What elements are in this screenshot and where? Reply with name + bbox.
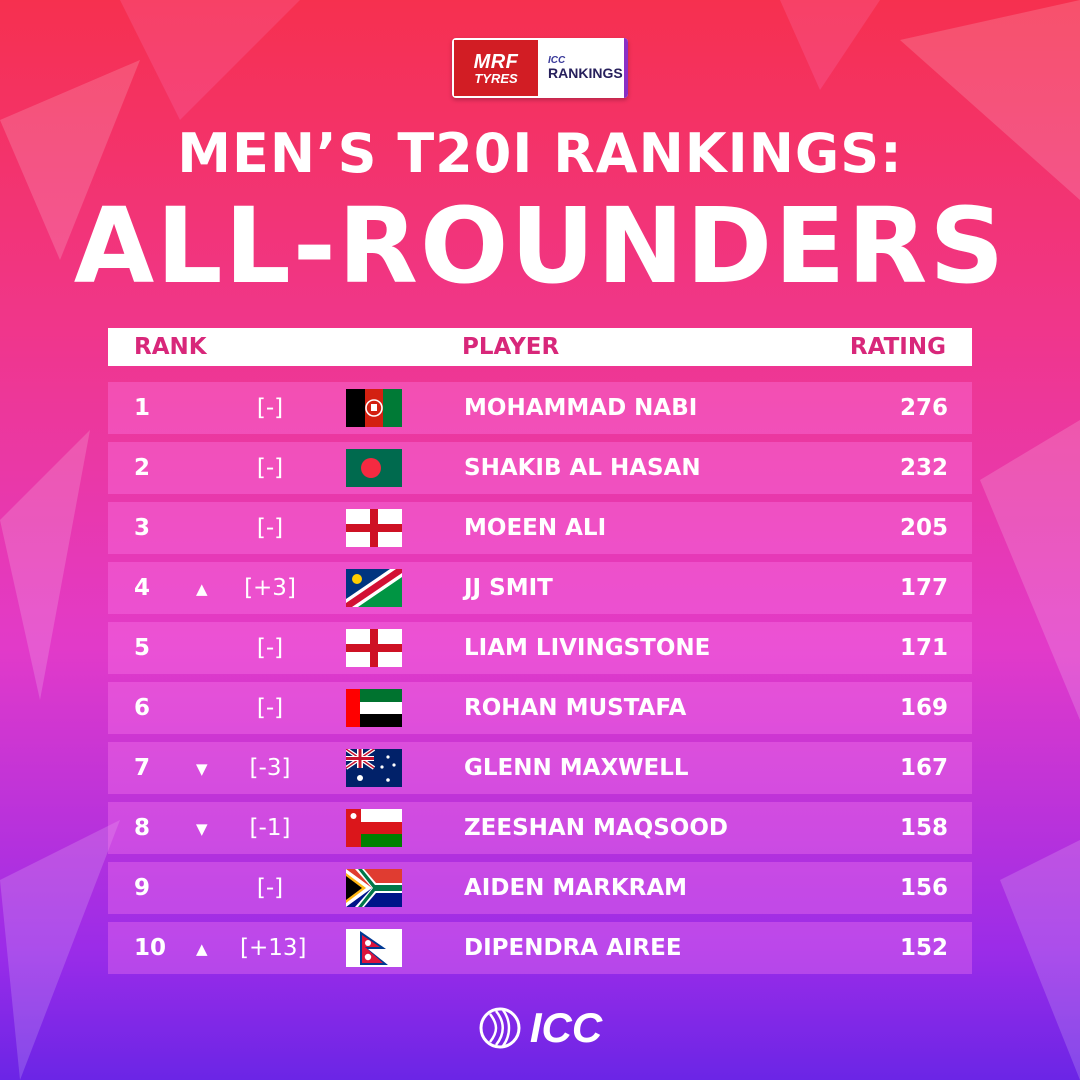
rank-change: [-] xyxy=(256,635,284,661)
movement-arrow: ▼ xyxy=(196,820,208,838)
mrf-logo-text: MRF xyxy=(473,50,519,73)
rating-cell: 152 xyxy=(899,935,948,961)
rank-cell: 3 xyxy=(134,515,151,541)
rank-change: [-] xyxy=(256,695,284,721)
movement-arrow: ▲ xyxy=(196,940,208,958)
rank-change: [-] xyxy=(256,395,284,421)
player-name: MOEEN ALI xyxy=(464,515,607,541)
icc-footer-logo: ICC xyxy=(0,1004,1080,1052)
england-flag xyxy=(346,509,402,547)
rank-column-header: RANK xyxy=(134,334,207,360)
icc-logo-text: ICC xyxy=(529,1004,603,1051)
player-name: ROHAN MUSTAFA xyxy=(464,695,687,721)
rank-change: [-] xyxy=(256,515,284,541)
rating-cell: 158 xyxy=(899,815,948,841)
icc-ball-icon xyxy=(479,1007,521,1049)
tyres-logo-text: TYRES xyxy=(474,70,518,86)
rank-cell: 2 xyxy=(134,455,151,481)
rank-change: [+3] xyxy=(244,575,296,601)
england-flag xyxy=(346,629,402,667)
rank-change: [+13] xyxy=(240,935,307,961)
icc-rankings-logo: ICC RANKINGS xyxy=(540,38,628,98)
rank-change: [-3] xyxy=(249,755,291,781)
player-column-header: PLAYER xyxy=(462,334,560,360)
rating-cell: 205 xyxy=(899,515,948,541)
rank-cell: 10 xyxy=(134,935,167,961)
table-row: 7 ▼ [-3] GLENN MAXWELL 167 xyxy=(108,742,972,794)
table-row: 6 [-] ROHAN MUSTAFA 169 xyxy=(108,682,972,734)
table-row: 10 ▲ [+13] DIPENDRA AIREE 152 xyxy=(108,922,972,974)
movement-arrow: ▼ xyxy=(196,760,208,778)
rank-cell: 6 xyxy=(134,695,151,721)
page-title: ALL-ROUNDERS xyxy=(73,185,1007,307)
rating-cell: 276 xyxy=(899,395,948,421)
rank-cell: 5 xyxy=(134,635,151,661)
namibia-flag xyxy=(346,569,402,607)
south-africa-flag xyxy=(346,869,402,907)
bangladesh-flag xyxy=(346,449,402,487)
player-name: MOHAMMAD NABI xyxy=(464,395,698,421)
rating-cell: 156 xyxy=(899,875,948,901)
table-header: RANK PLAYER RATING xyxy=(108,328,972,366)
rank-cell: 4 xyxy=(134,575,151,601)
rank-change: [-] xyxy=(256,875,284,901)
player-name: LIAM LIVINGSTONE xyxy=(464,635,711,661)
rankings-logo-text: RANKINGS xyxy=(548,65,623,81)
rank-cell: 7 xyxy=(134,755,151,781)
player-name: SHAKIB AL HASAN xyxy=(464,455,701,481)
australia-flag xyxy=(346,749,402,787)
rank-cell: 1 xyxy=(134,395,151,421)
rankings-table: 1 [-] MOHAMMAD NABI 276 2 [-] SHAKIB AL … xyxy=(108,382,972,982)
player-name: JJ SMIT xyxy=(464,575,553,601)
afghanistan-flag xyxy=(346,389,402,427)
table-row: 9 [-] AIDEN MARKRAM 156 xyxy=(108,862,972,914)
player-name: DIPENDRA AIREE xyxy=(464,935,682,961)
table-row: 2 [-] SHAKIB AL HASAN 232 xyxy=(108,442,972,494)
player-name: ZEESHAN MAQSOOD xyxy=(464,815,728,841)
table-row: 8 ▼ [-1] ZEESHAN MAQSOOD 158 xyxy=(108,802,972,854)
uae-flag xyxy=(346,689,402,727)
rating-cell: 171 xyxy=(899,635,948,661)
oman-flag xyxy=(346,809,402,847)
icc-logo-small-text: ICC xyxy=(548,55,566,66)
table-row: 4 ▲ [+3] JJ SMIT 177 xyxy=(108,562,972,614)
rating-column-header: RATING xyxy=(849,334,946,360)
player-name: GLENN MAXWELL xyxy=(464,755,689,781)
table-row: 3 [-] MOEEN ALI 205 xyxy=(108,502,972,554)
mrf-icc-rankings-logo: MRF TYRES ICC RANKINGS xyxy=(452,38,628,98)
movement-arrow: ▲ xyxy=(196,580,208,598)
mrf-tyres-logo: MRF TYRES xyxy=(452,38,540,98)
rank-change: [-1] xyxy=(249,815,291,841)
player-name: AIDEN MARKRAM xyxy=(464,875,688,901)
nepal-flag xyxy=(346,929,402,967)
rating-cell: 167 xyxy=(899,755,948,781)
rating-cell: 169 xyxy=(899,695,948,721)
table-row: 1 [-] MOHAMMAD NABI 276 xyxy=(108,382,972,434)
table-row: 5 [-] LIAM LIVINGSTONE 171 xyxy=(108,622,972,674)
rank-cell: 8 xyxy=(134,815,151,841)
page-subtitle: MEN’S T20I RANKINGS: xyxy=(177,122,903,185)
rating-cell: 232 xyxy=(899,455,948,481)
rank-change: [-] xyxy=(256,455,284,481)
rating-cell: 177 xyxy=(899,575,948,601)
rank-cell: 9 xyxy=(134,875,151,901)
